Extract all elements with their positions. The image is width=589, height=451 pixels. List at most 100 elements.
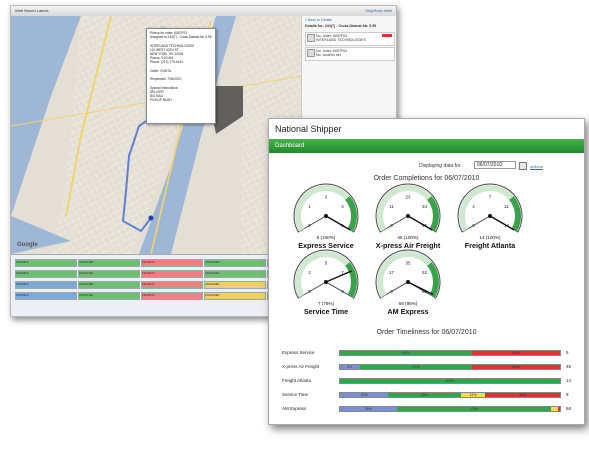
timeliness-row-total: 45 [566,364,572,369]
date-input[interactable]: 06/07/2010 [474,161,516,169]
gauge-face [375,249,441,299]
timeliness-row-total: 9 [566,392,569,397]
popup-line: 110 WEST 40TH ST [150,47,179,52]
timeliness-bar: 26% 70% [339,405,561,412]
tab-bar [269,139,584,153]
status-chip[interactable]: ASSIGNED [78,259,140,267]
popup-line: BIG BAG [150,94,164,99]
status-chip[interactable]: PENDING [141,259,203,267]
status-chip[interactable]: PENDING [15,281,77,289]
popup-line: Pickup for order: 6057F03 [150,31,187,35]
gauge-name-label: AM Express [387,307,429,316]
timeliness-row-label: AM Express [282,406,307,411]
timeliness-bar-segment: 34% [485,392,560,397]
popup-line: Phone: (212) 779-4444 [150,60,183,65]
timeliness-bar-segment: 70% [397,406,552,411]
gauge-face [457,183,523,233]
status-chip[interactable]: ASSIGNED [204,292,266,300]
gauge-name-label: X-press Air Freight [375,241,441,250]
gauge-tick-label: 11 [389,204,394,209]
gauge-count-label: 5 (100%) [316,235,336,240]
details-item[interactable]: No. order: 6057F04 No. location set [305,47,395,61]
timeliness-row-total: 5 [566,350,569,355]
status-badge [382,34,392,37]
gauge-green-zone [427,262,439,298]
status-chip[interactable]: PENDING [141,292,203,300]
gauges-panel: 01345011233445047111402579017355269 [293,183,523,299]
gauge-tick-label: 34 [422,204,428,209]
popup-line: Requested: 7/04/2010 [150,77,182,82]
gauge-needle [325,215,351,231]
timeliness-bar-segment [557,406,560,411]
timeliness-bar-segment: 22% [340,392,389,397]
order-info-popup: Pickup for order: 6057F03 Assigned to 244… [146,28,216,124]
status-chip[interactable]: ASSIGNED [204,259,266,267]
gauge-tick-label: 1 [308,204,311,209]
details-item-sub: INTERLAND TECHNOLOGIES [316,38,366,42]
calendar-icon[interactable] [519,162,527,170]
gauge-name-label: Express Service [298,241,354,250]
timeliness-bar: 60% 40% [339,349,561,356]
map-brand-label: ShipRush Web [365,8,392,13]
gauge-name-label: Freight Atlanta [464,241,516,250]
gauge-hub [488,214,492,218]
details-item-sub: No. location set [316,53,341,57]
gauge-hub [324,280,328,284]
gauge-tick-label: 0 [472,223,475,228]
gauge-needle [325,270,352,283]
popup-line: INTERLAND TECHNOLOGIES [150,43,195,48]
details-item-label: No. order: 6057F03 [316,34,348,38]
timeliness-row-total: 14 [566,378,572,383]
completions-title: Order Completions for 06/07/2010 [373,175,480,182]
timeliness-row-total: 68 [566,406,572,411]
gauge-face [375,183,441,233]
status-chip[interactable]: PENDING [15,270,77,278]
gauge-tick-label: 7 [341,270,344,275]
gauge: 0471114 [457,183,523,233]
status-chip[interactable]: PENDING [141,270,203,278]
timeliness-row-label: Freight Atlanta [282,378,312,383]
timeliness-bar-segment: 40% [472,350,560,355]
popup-line: DELIVER [150,89,164,94]
gauge-count-label: 45 (100%) [397,235,419,240]
gauge-green-zone [345,262,357,298]
timeliness-bar-segment: 33% [388,392,461,397]
popup-line: Special instructions [150,85,178,90]
gauge: 01345 [293,183,359,233]
status-chip[interactable]: ASSIGNED [78,270,140,278]
details-item[interactable]: No. order: 6057F03 INTERLAND TECHNOLOGIE… [305,32,395,46]
options-link[interactable]: options [530,164,543,169]
gauge-hub [406,214,410,218]
gauge: 0 2 5 7 9 [293,249,359,299]
package-icon [307,49,315,57]
date-label: Displaying data for [419,163,461,169]
gauge: 0 17 35 52 69 [375,249,441,299]
status-chip[interactable]: PENDING [141,281,203,289]
gauge-tick-label: 3 [325,195,328,200]
status-chip[interactable]: ASSIGNED [78,281,140,289]
back-to-details-link[interactable]: « Back to Details [305,18,332,22]
timeliness-bar: 9% 51% 40% [339,363,561,370]
google-logo: Google [17,242,38,248]
gauge-count-label: 7 (78%) [317,301,335,306]
timeliness-bar-segment [551,406,558,411]
details-item-label: No. order: 6057F04 [316,49,348,53]
status-chip[interactable]: ASSIGNED [204,281,266,289]
timeliness-row-label: Express Service [282,350,315,355]
gauge-tick-label: 4 [341,204,344,209]
gauge-tick-label: 0 [390,289,393,294]
status-chip[interactable]: PENDING [15,259,77,267]
gauge-tick-label: 0 [308,223,311,228]
gauge-tick-label: 23 [405,195,411,200]
gauge-count-label: 14 (100%) [479,235,501,240]
gauge-green-zone [345,196,357,232]
status-chip[interactable]: PENDING [15,292,77,300]
timeliness-title: Order Timeliness for 06/07/2010 [376,329,477,336]
popup-line: Caller: GUNTA [150,68,172,73]
gauge-name-label: Service Time [303,307,349,316]
status-chip[interactable]: ASSIGNED [78,292,140,300]
tab-dashboard[interactable]: Dashboard [275,143,305,149]
gauge-face [293,249,359,299]
gauge-tick-label: 0 [308,289,311,294]
status-chip[interactable]: ASSIGNED [204,270,266,278]
